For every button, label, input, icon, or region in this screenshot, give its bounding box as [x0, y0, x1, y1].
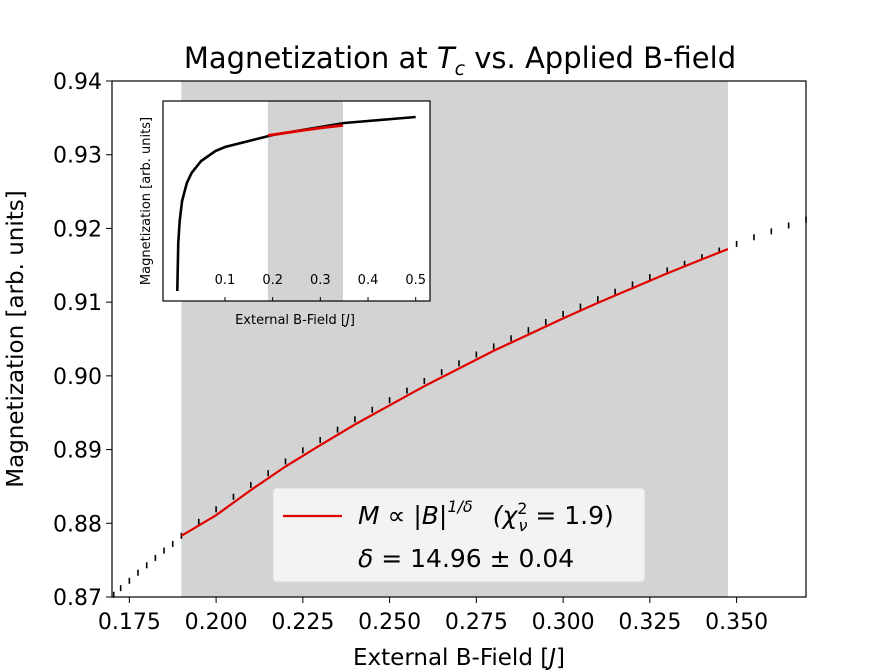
- data-point: [284, 458, 287, 465]
- inset-x-ticks: 0.1 0.2 0.3 0.4 0.5: [215, 273, 426, 301]
- inset-x-tick-label: 0.4: [358, 273, 379, 288]
- x-tick-label: 0.325: [618, 610, 681, 635]
- data-point: [354, 416, 356, 423]
- main-plot-frame: [111, 80, 807, 598]
- x-tick-label: 0.300: [532, 610, 595, 635]
- data-point: [492, 343, 495, 350]
- data-point: [683, 260, 686, 267]
- data-point: [579, 303, 582, 310]
- data-point: [388, 397, 391, 404]
- main-y-ticks: 0.87 0.88 0.89 0.90 0.91 0.92 0.93 0.94: [53, 70, 112, 611]
- data-point: [544, 319, 547, 326]
- chart-title: Magnetization at Tc vs. Applied B-field: [184, 41, 736, 80]
- data-point: [119, 585, 122, 592]
- data-points: [112, 216, 807, 598]
- data-point: [215, 506, 217, 513]
- legend-delta-label: δ = 14.96 ± 0.04: [358, 544, 574, 573]
- main-chart: 0.175 0.200 0.225 0.250 0.275 0.300 0.325 0.350…: [3, 41, 807, 671]
- inset-y-axis-label: Magnetization [arb. units]: [139, 117, 154, 285]
- data-point: [631, 281, 634, 288]
- y-tick-label: 0.93: [53, 144, 102, 169]
- data-point: [423, 378, 426, 385]
- data-point: [440, 369, 443, 376]
- inset-x-tick-label: 0.1: [215, 273, 236, 288]
- data-point: [770, 228, 773, 235]
- data-point: [614, 288, 616, 295]
- inset-x-tick-label: 0.2: [262, 273, 283, 288]
- data-point: [267, 470, 269, 477]
- legend-fit-label: M ∝ |B|1/δ (χ2 ν = 1.9): [358, 497, 614, 535]
- data-point: [562, 310, 564, 317]
- data-point: [753, 234, 755, 241]
- data-point: [649, 274, 651, 281]
- data-point: [197, 518, 200, 525]
- y-tick-label: 0.87: [53, 586, 102, 611]
- data-point: [475, 351, 478, 358]
- data-point: [112, 591, 115, 598]
- y-axis-label: Magnetization [arb. units]: [3, 190, 29, 487]
- y-tick-label: 0.88: [53, 512, 102, 537]
- data-point: [137, 569, 139, 576]
- y-tick-label: 0.91: [53, 291, 102, 316]
- data-point: [371, 406, 374, 413]
- inset-x-tick-label: 0.5: [405, 273, 426, 288]
- data-point: [406, 387, 408, 394]
- fit-line: [180, 248, 729, 537]
- data-point: [597, 296, 599, 303]
- inset-chart: 0.1 0.2 0.3 0.4 0.5 External B-Field [J] Mag…: [139, 100, 431, 328]
- data-point: [171, 540, 174, 547]
- x-tick-label: 0.250: [358, 610, 421, 635]
- x-tick-label: 0.175: [98, 610, 161, 635]
- data-point: [458, 360, 460, 367]
- x-tick-label: 0.350: [705, 610, 768, 635]
- inset-magnetization-curve: [176, 115, 416, 292]
- inset-x-axis-label: External B-Field [J]: [235, 313, 355, 328]
- data-point: [527, 327, 530, 334]
- data-point: [145, 562, 148, 569]
- y-tick-label: 0.89: [53, 439, 102, 464]
- data-point: [250, 481, 252, 488]
- data-point: [302, 447, 304, 454]
- data-point: [510, 335, 512, 342]
- data-point: [336, 426, 339, 433]
- y-tick-label: 0.92: [53, 217, 102, 242]
- x-tick-label: 0.225: [271, 610, 334, 635]
- inset-plot-frame: [162, 100, 431, 302]
- main-x-ticks: 0.175 0.200 0.225 0.250 0.275 0.300 0.325 0.350: [98, 597, 768, 635]
- y-tick-label: 0.94: [53, 70, 102, 95]
- x-tick-label: 0.200: [185, 610, 248, 635]
- data-point: [787, 222, 790, 229]
- inset-x-tick-label: 0.3: [310, 273, 331, 288]
- data-point: [128, 577, 131, 584]
- x-axis-label: External B-Field [J]: [353, 645, 565, 671]
- data-point: [718, 247, 721, 254]
- data-point: [163, 547, 165, 554]
- data-point: [735, 240, 738, 247]
- y-tick-label: 0.90: [53, 365, 102, 390]
- data-point: [701, 254, 703, 261]
- legend: M ∝ |B|1/δ (χ2 ν = 1.9) δ = 14.96 ± 0.04: [272, 487, 646, 583]
- inset-fit-segment: [267, 124, 344, 137]
- data-point: [232, 493, 235, 500]
- data-point: [666, 267, 668, 274]
- data-point: [319, 436, 321, 443]
- data-point: [154, 554, 157, 561]
- x-tick-label: 0.275: [445, 610, 508, 635]
- legend-box: [272, 487, 646, 583]
